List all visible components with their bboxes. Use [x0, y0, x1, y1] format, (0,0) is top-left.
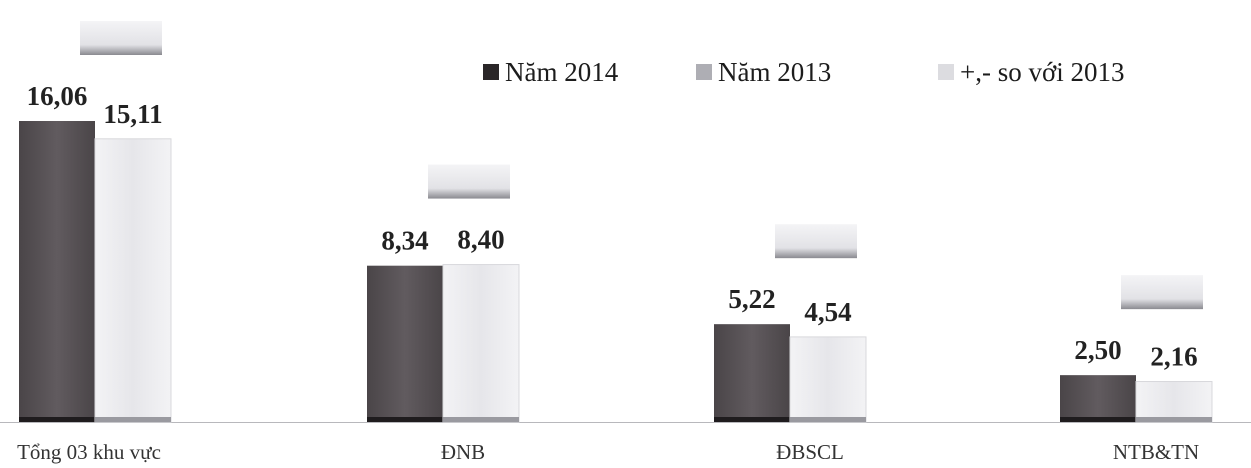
- bar-2014-3: [1060, 375, 1136, 422]
- value-label-2013-3: 2,16: [1150, 342, 1197, 372]
- value-label-2014-1: 8,34: [381, 226, 428, 256]
- legend-label-1: Năm 2013: [718, 57, 831, 87]
- value-label-2014-2: 5,22: [728, 284, 775, 314]
- category-label-3: NTB&TN: [1113, 440, 1199, 464]
- category-label-1: ĐNB: [441, 440, 485, 464]
- change-badge-1: [428, 164, 510, 199]
- bar-base-2014-0: [19, 417, 95, 422]
- value-label-2013-1: 8,40: [457, 225, 504, 255]
- value-label-2013-0: 15,11: [103, 99, 162, 129]
- bar-2013-0: [94, 138, 172, 423]
- value-label-2013-2: 4,54: [804, 297, 851, 327]
- bar-base-2014-3: [1060, 417, 1136, 422]
- bar-base-2014-2: [714, 417, 790, 422]
- category-label-2: ĐBSCL: [776, 440, 844, 464]
- bars-group: [0, 121, 1251, 423]
- bar-base-2013-2: [790, 417, 866, 422]
- bar-2014-0: [19, 121, 95, 422]
- legend-swatch-2: [938, 64, 954, 80]
- bar-2013-3: [1135, 381, 1213, 423]
- legend-swatch-0: [483, 64, 499, 80]
- change-badges-group: [80, 21, 1203, 310]
- bar-base-2013-3: [1136, 417, 1212, 422]
- bar-2014-1: [367, 265, 443, 422]
- bar-base-2014-1: [367, 417, 443, 422]
- change-badge-2: [775, 224, 857, 259]
- legend: Năm 2014 Năm 2013 +,- so với 2013: [483, 57, 1125, 87]
- value-label-2014-3: 2,50: [1074, 335, 1121, 365]
- bar-2013-1: [442, 264, 520, 423]
- category-labels-group: Tổng 03 khu vực ĐNB ĐBSCL NTB&TN: [17, 440, 1199, 464]
- bar-base-2013-0: [95, 417, 171, 422]
- change-badge-0: [80, 21, 162, 55]
- bar-2014-2: [714, 324, 790, 422]
- legend-swatch-1: [696, 64, 712, 80]
- value-labels-group: 16,06 15,11 8,34 8,40 5,22 4,54 2,50 2,16: [27, 81, 1198, 372]
- bar-base-2013-1: [443, 417, 519, 422]
- legend-label-0: Năm 2014: [505, 57, 619, 87]
- legend-label-2: +,- so với 2013: [960, 57, 1125, 87]
- change-badge-3: [1121, 275, 1203, 310]
- bar-2013-2: [789, 336, 867, 423]
- category-label-0: Tổng 03 khu vực: [17, 440, 161, 464]
- value-label-2014-0: 16,06: [27, 81, 88, 111]
